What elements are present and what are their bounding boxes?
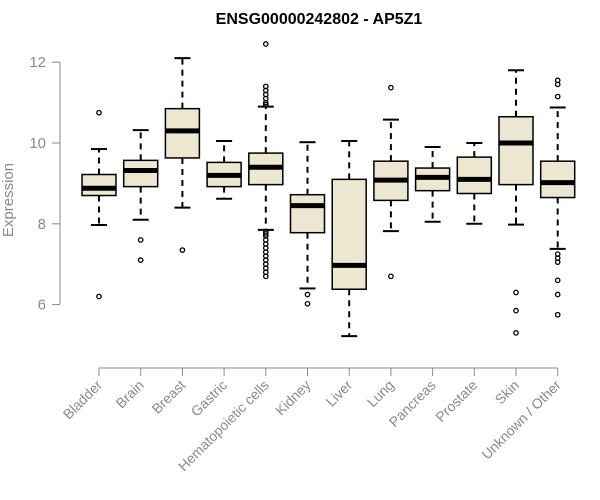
iqr-box: [456, 156, 493, 195]
outlier-point: [554, 93, 561, 100]
outlier-point: [179, 247, 186, 253]
y-tick-label: 10: [29, 135, 46, 152]
box-liver: [331, 139, 367, 338]
y-axis: 6 8 10 12: [29, 54, 61, 314]
outlier-point: [388, 273, 394, 280]
outlier-point: [554, 291, 561, 298]
x-tick-label: Kidney: [272, 377, 314, 419]
x-tick-label: Bladder: [60, 377, 106, 423]
outlier-point: [262, 273, 269, 280]
outlier-point: [304, 291, 311, 298]
outlier-point: [137, 237, 144, 243]
boxes-group: [81, 41, 576, 338]
outlier-point: [96, 109, 102, 116]
outlier-point: [513, 307, 519, 314]
x-tick-label: Liver: [323, 377, 356, 410]
box-kidney: [289, 141, 326, 307]
outlier-point: [262, 231, 269, 237]
outlier-point: [554, 81, 561, 88]
outlier-point: [262, 41, 269, 47]
outlier-point: [137, 257, 144, 264]
iqr-box: [122, 159, 159, 188]
box-bladder: [81, 109, 117, 300]
y-tick-label: 8: [38, 216, 46, 233]
iqr-box: [498, 115, 534, 186]
outlier-point: [513, 330, 519, 336]
box-unknown-other: [539, 77, 576, 318]
x-tick-label: Breast: [149, 377, 189, 417]
outlier-point: [262, 99, 269, 106]
box-skin: [498, 69, 534, 336]
box-pancreas: [414, 146, 451, 223]
outlier-point: [513, 289, 519, 296]
box-hematopoietic-cells: [248, 41, 284, 280]
y-axis-label: Expression: [0, 163, 17, 237]
box-gastric: [206, 139, 242, 200]
outlier-point: [304, 300, 311, 307]
iqr-box: [81, 173, 117, 197]
outlier-point: [554, 311, 561, 318]
box-breast: [164, 57, 201, 253]
x-tick-label: Skin: [492, 377, 523, 408]
x-tick-label: Lung: [364, 377, 397, 410]
outlier-point: [554, 277, 561, 284]
x-tick-label: Prostate: [432, 377, 480, 425]
y-tick-label: 6: [38, 297, 46, 314]
outlier-point: [388, 84, 394, 91]
box-brain: [122, 129, 159, 264]
box-prostate: [456, 142, 493, 225]
chart-title: ENSG00000242802 - AP5Z1: [216, 11, 423, 28]
iqr-box: [331, 178, 367, 290]
outlier-point: [262, 101, 269, 108]
box-lung: [373, 84, 409, 280]
x-tick-label: Brain: [112, 377, 146, 411]
outlier-point: [96, 293, 102, 300]
y-tick-label: 12: [29, 54, 46, 71]
outlier-point: [554, 259, 561, 266]
iqr-box: [539, 160, 576, 199]
x-tick-label: Unknown / Other: [478, 377, 564, 463]
iqr-box: [289, 193, 326, 234]
